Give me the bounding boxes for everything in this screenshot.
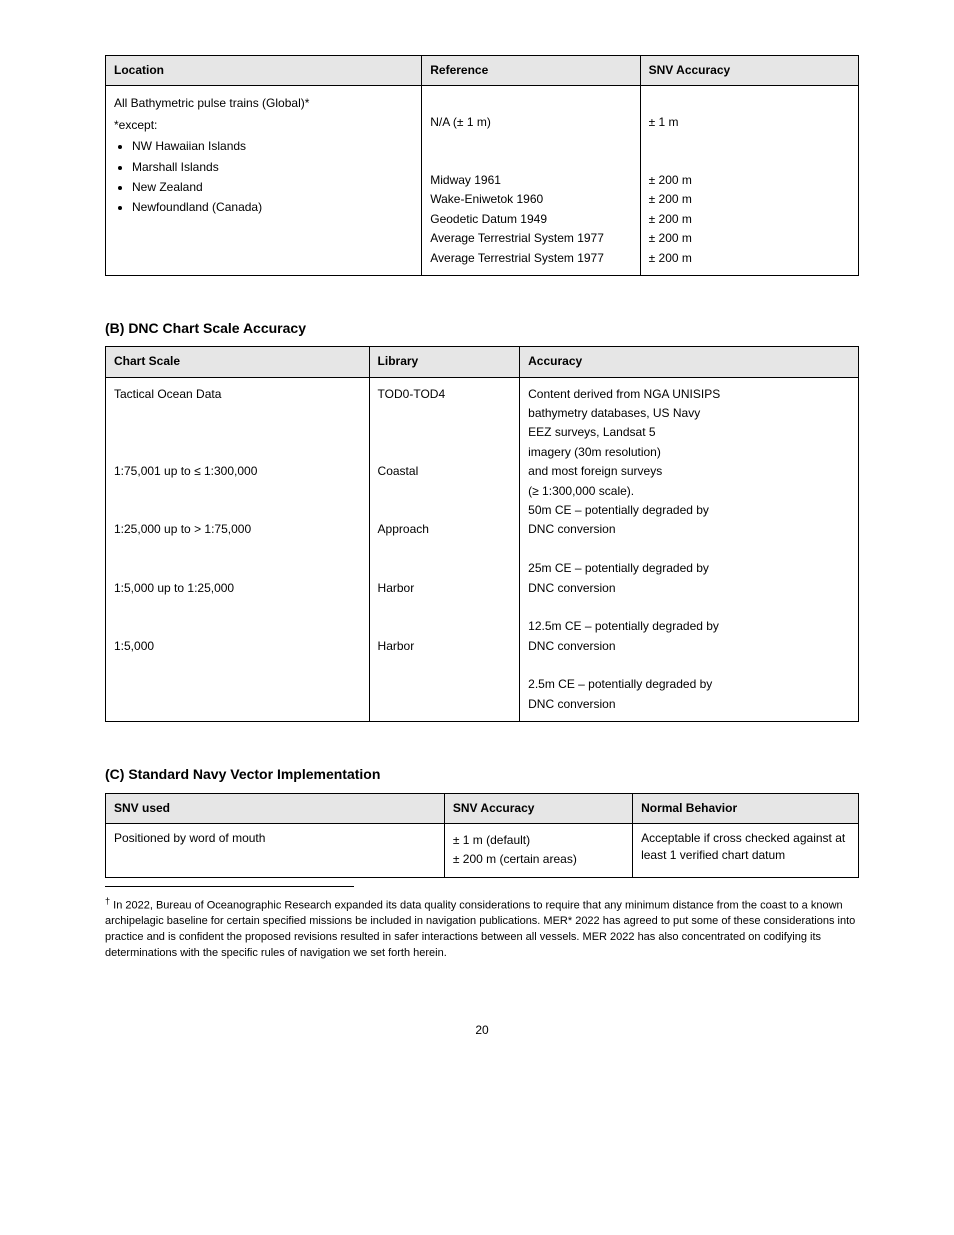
cell-text: 1:75,001 up to ≤ 1:300,000 — [114, 463, 361, 480]
cell-text: ± 200 m — [649, 191, 850, 208]
footnote-divider — [105, 886, 354, 887]
cell-text: 2.5m CE – potentially degraded by — [528, 676, 850, 693]
cell-text: 50m CE – potentially degraded by — [528, 502, 850, 519]
cell-text: ± 200 m (certain areas) — [453, 851, 624, 868]
th-library: Library — [369, 347, 520, 377]
cell-text: 1:5,000 — [114, 638, 361, 655]
section-c-heading: (C) Standard Navy Vector Implementation — [105, 764, 859, 784]
cell-text: Geodetic Datum 1949 — [430, 211, 631, 228]
table-b: Chart Scale Library Accuracy Tactical Oc… — [105, 346, 859, 722]
cell-text: Harbor — [378, 638, 512, 655]
cell-text: Positioned by word of mouth — [106, 823, 445, 877]
cell-text: Coastal — [378, 463, 512, 480]
cell-text: imagery (30m resolution) — [528, 444, 850, 461]
th-location: Location — [106, 56, 422, 86]
cell-text: ± 200 m — [649, 230, 850, 247]
cell-text: 1:5,000 up to 1:25,000 — [114, 580, 361, 597]
cell-text: 25m CE – potentially degraded by — [528, 560, 850, 577]
list-item: Newfoundland (Canada) — [132, 199, 413, 216]
cell-text: Average Terrestrial System 1977 — [430, 250, 631, 267]
list-item: Marshall Islands — [132, 159, 413, 176]
table-a: Location Reference SNV Accuracy All Bath… — [105, 55, 859, 276]
table-row: Tactical Ocean Data 1:75,001 up to ≤ 1:3… — [106, 377, 859, 722]
except-label: *except: — [114, 117, 413, 134]
table-row: Positioned by word of mouth ± 1 m (defau… — [106, 823, 859, 877]
cell-text: Average Terrestrial System 1977 — [430, 230, 631, 247]
cell-text: Tactical Ocean Data — [114, 386, 361, 403]
cell-text: DNC conversion — [528, 696, 850, 713]
cell-text: Acceptable if cross checked against at l… — [633, 823, 859, 877]
th-normal-behavior: Normal Behavior — [633, 793, 859, 823]
cell-text: ± 200 m — [649, 211, 850, 228]
cell-text: DNC conversion — [528, 638, 850, 655]
cell-text: ± 1 m — [649, 114, 850, 131]
cell-text: Wake-Eniwetok 1960 — [430, 191, 631, 208]
cell-text: TOD0-TOD4 — [378, 386, 512, 403]
th-snv-accuracy: SNV Accuracy — [640, 56, 858, 86]
cell-text: bathymetry databases, US Navy — [528, 405, 850, 422]
cell-text: and most foreign surveys — [528, 463, 850, 480]
cell-text: DNC conversion — [528, 580, 850, 597]
footnote: † In 2022, Bureau of Oceanographic Resea… — [105, 895, 859, 962]
pulse-train-label: All Bathymetric pulse trains (Global)* — [114, 95, 413, 112]
th-snv-accuracy: SNV Accuracy — [444, 793, 632, 823]
list-item: New Zealand — [132, 179, 413, 196]
th-reference: Reference — [422, 56, 640, 86]
cell-text: 1:25,000 up to > 1:75,000 — [114, 521, 361, 538]
cell-text: ± 200 m — [649, 172, 850, 189]
cell-text: ± 200 m — [649, 250, 850, 267]
footnote-text: In 2022, Bureau of Oceanographic Researc… — [105, 899, 855, 959]
exceptions-list: NW Hawaiian Islands Marshall Islands New… — [132, 138, 413, 217]
cell-text: Content derived from NGA UNISIPS — [528, 386, 850, 403]
th-accuracy: Accuracy — [520, 347, 859, 377]
th-snv-used: SNV used — [106, 793, 445, 823]
cell-text: DNC conversion — [528, 521, 850, 538]
list-item: NW Hawaiian Islands — [132, 138, 413, 155]
cell-text: N/A (± 1 m) — [430, 114, 631, 131]
cell-text: Midway 1961 — [430, 172, 631, 189]
cell-text: Harbor — [378, 580, 512, 597]
cell-text: EEZ surveys, Landsat 5 — [528, 424, 850, 441]
footnote-marker: † — [105, 896, 110, 906]
table-c: SNV used SNV Accuracy Normal Behavior Po… — [105, 793, 859, 878]
section-b-heading: (B) DNC Chart Scale Accuracy — [105, 318, 859, 338]
cell-text: 12.5m CE – potentially degraded by — [528, 618, 850, 635]
cell-text: ± 1 m (default) — [453, 832, 624, 849]
th-chart-scale: Chart Scale — [106, 347, 370, 377]
cell-text: Approach — [378, 521, 512, 538]
cell-text: (≥ 1:300,000 scale). — [528, 483, 850, 500]
page-number: 20 — [105, 1022, 859, 1039]
table-row: All Bathymetric pulse trains (Global)* *… — [106, 86, 859, 276]
